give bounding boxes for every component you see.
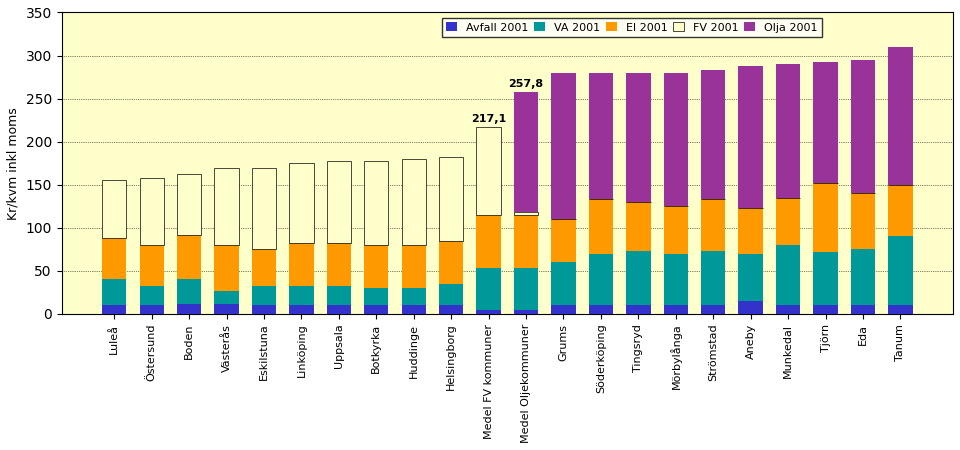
Bar bbox=[813, 252, 838, 306]
Bar bbox=[888, 236, 913, 306]
Bar bbox=[102, 279, 127, 306]
Bar bbox=[364, 161, 389, 245]
Bar bbox=[252, 249, 276, 286]
Bar bbox=[851, 306, 876, 314]
Bar bbox=[401, 159, 426, 245]
Bar bbox=[476, 268, 501, 310]
Bar bbox=[738, 66, 763, 208]
Bar bbox=[813, 306, 838, 314]
Bar bbox=[177, 175, 202, 235]
Bar bbox=[326, 306, 351, 314]
Bar bbox=[738, 301, 763, 314]
Bar bbox=[289, 243, 314, 286]
Bar bbox=[514, 310, 539, 314]
Bar bbox=[626, 306, 651, 314]
Bar bbox=[364, 245, 389, 288]
Bar bbox=[214, 304, 239, 314]
Bar bbox=[514, 268, 539, 310]
Bar bbox=[102, 180, 127, 238]
Bar bbox=[252, 286, 276, 306]
Bar bbox=[439, 241, 464, 284]
Bar bbox=[364, 288, 389, 306]
Bar bbox=[326, 162, 351, 243]
Bar bbox=[851, 194, 876, 249]
Bar bbox=[401, 306, 426, 314]
Bar bbox=[439, 306, 464, 314]
Legend: Avfall 2001, VA 2001, El 2001, FV 2001, Olja 2001: Avfall 2001, VA 2001, El 2001, FV 2001, … bbox=[442, 18, 822, 37]
Bar bbox=[139, 286, 164, 306]
Bar bbox=[776, 198, 801, 245]
Bar bbox=[177, 304, 202, 314]
Bar bbox=[663, 206, 688, 254]
Bar bbox=[214, 167, 239, 245]
Bar bbox=[851, 60, 876, 194]
Bar bbox=[139, 178, 164, 245]
Bar bbox=[813, 183, 838, 252]
Bar bbox=[626, 73, 651, 202]
Bar bbox=[139, 306, 164, 314]
Bar bbox=[588, 73, 613, 199]
Bar bbox=[514, 92, 539, 212]
Bar bbox=[551, 262, 576, 306]
Bar bbox=[626, 251, 651, 306]
Bar bbox=[514, 212, 539, 215]
Text: 217,1: 217,1 bbox=[471, 114, 506, 125]
Bar bbox=[776, 245, 801, 306]
Bar bbox=[476, 215, 501, 268]
Bar bbox=[401, 245, 426, 288]
Bar bbox=[514, 215, 539, 268]
Bar bbox=[813, 63, 838, 183]
Bar bbox=[588, 254, 613, 306]
Bar bbox=[252, 167, 276, 249]
Y-axis label: Kr/kvm inkl moms: Kr/kvm inkl moms bbox=[7, 107, 20, 220]
Bar bbox=[701, 199, 726, 251]
Bar bbox=[102, 238, 127, 279]
Bar bbox=[364, 306, 389, 314]
Bar bbox=[551, 219, 576, 262]
Bar bbox=[776, 306, 801, 314]
Bar bbox=[214, 245, 239, 291]
Bar bbox=[663, 306, 688, 314]
Bar bbox=[738, 254, 763, 301]
Bar bbox=[551, 73, 576, 219]
Bar bbox=[139, 245, 164, 286]
Bar bbox=[214, 291, 239, 304]
Bar bbox=[701, 306, 726, 314]
Bar bbox=[663, 254, 688, 306]
Text: 257,8: 257,8 bbox=[509, 79, 543, 89]
Bar bbox=[476, 127, 501, 215]
Bar bbox=[888, 185, 913, 236]
Bar bbox=[551, 306, 576, 314]
Bar bbox=[177, 279, 202, 304]
Bar bbox=[102, 306, 127, 314]
Bar bbox=[701, 70, 726, 199]
Bar bbox=[663, 73, 688, 206]
Bar bbox=[776, 64, 801, 198]
Bar bbox=[289, 286, 314, 306]
Bar bbox=[701, 251, 726, 306]
Bar bbox=[326, 243, 351, 286]
Bar bbox=[738, 208, 763, 254]
Bar bbox=[888, 306, 913, 314]
Bar bbox=[289, 163, 314, 243]
Bar bbox=[326, 286, 351, 306]
Bar bbox=[401, 288, 426, 306]
Bar bbox=[439, 157, 464, 241]
Bar bbox=[588, 199, 613, 254]
Bar bbox=[888, 47, 913, 185]
Bar bbox=[177, 235, 202, 279]
Bar bbox=[851, 249, 876, 306]
Bar bbox=[289, 306, 314, 314]
Bar bbox=[476, 310, 501, 314]
Bar bbox=[252, 306, 276, 314]
Bar bbox=[588, 306, 613, 314]
Bar bbox=[626, 202, 651, 251]
Bar bbox=[439, 284, 464, 306]
